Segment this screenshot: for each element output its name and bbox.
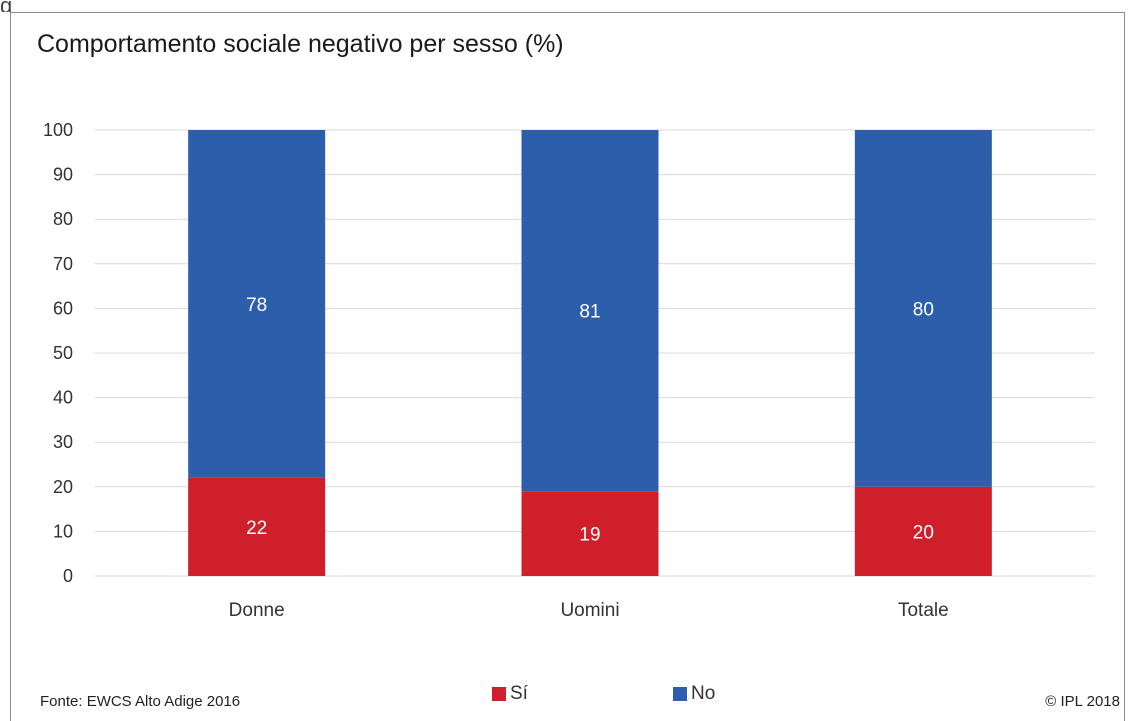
data-label: 22 xyxy=(246,518,267,539)
bar-segment xyxy=(854,486,992,576)
y-tick-label: 60 xyxy=(53,298,73,318)
y-axis-tick-labels: 0 10 20 30 40 50 60 70 80 90 100 xyxy=(43,120,73,586)
bar-segment xyxy=(188,130,326,478)
data-label: 20 xyxy=(913,522,934,543)
legend-label-no: No xyxy=(691,683,716,704)
y-tick-label: 80 xyxy=(53,209,73,229)
copyright-note: © IPL 2018 xyxy=(1045,693,1120,710)
y-tick-label: 10 xyxy=(53,521,73,541)
data-label: 81 xyxy=(579,302,600,323)
bar-segment xyxy=(854,130,992,487)
y-tick-label: 20 xyxy=(53,477,73,497)
data-label: 78 xyxy=(246,295,267,316)
legend-item-no: No xyxy=(673,683,854,705)
legend-swatch-si xyxy=(492,687,506,701)
y-tick-label: 100 xyxy=(43,120,73,140)
legend: Sí No xyxy=(492,683,854,705)
x-axis-tick-labels: Donne Uomini Totale xyxy=(229,600,949,621)
cut-off-text: g xyxy=(0,0,12,12)
source-note: Fonte: EWCS Alto Adige 2016 xyxy=(40,693,241,710)
legend-swatch-no xyxy=(673,687,687,701)
y-tick-label: 40 xyxy=(53,388,73,408)
data-label: 80 xyxy=(913,299,934,320)
legend-item-si: Sí xyxy=(492,683,673,705)
y-tick-label: 30 xyxy=(53,432,73,452)
x-tick-label: Totale xyxy=(898,600,949,621)
x-tick-label: Uomini xyxy=(560,600,619,621)
x-tick-label: Donne xyxy=(229,600,285,621)
bar-segment xyxy=(521,130,659,492)
chart-frame xyxy=(10,12,1125,721)
y-tick-label: 50 xyxy=(53,343,73,363)
legend-label-si: Sí xyxy=(510,683,528,704)
y-tick-label: 90 xyxy=(53,165,73,185)
y-tick-label: 0 xyxy=(63,566,73,586)
bar-segment xyxy=(521,491,659,576)
bars: 22 78 19 81 20 80 xyxy=(188,130,992,576)
bar-segment xyxy=(188,477,326,576)
y-tick-label: 70 xyxy=(53,254,73,274)
data-label: 19 xyxy=(579,525,600,546)
chart-title: Comportamento sociale negativo per sesso… xyxy=(37,30,564,58)
